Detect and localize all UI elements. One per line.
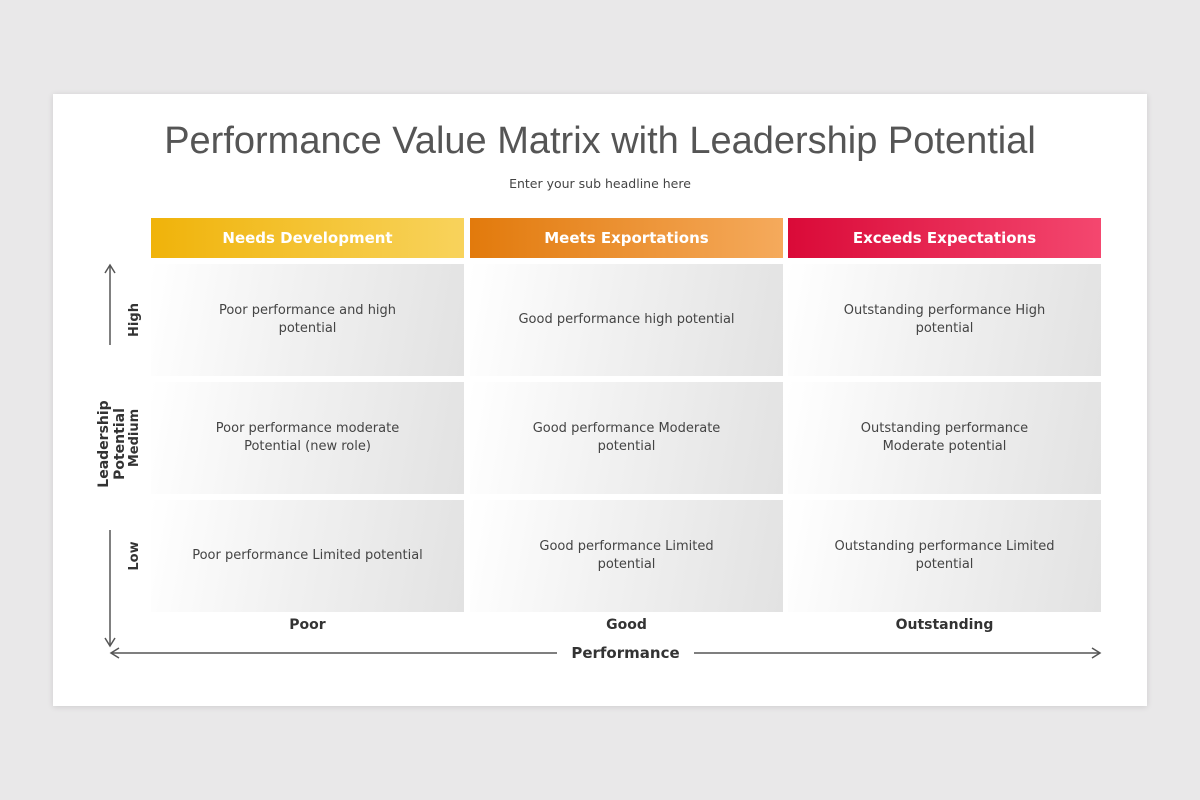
matrix-cell: Poor performance Limited potential (151, 500, 464, 612)
y-axis-title: Leadership Potential (96, 400, 128, 488)
row-label: Low (127, 541, 142, 571)
matrix-cell: Poor performance and high potential (151, 264, 464, 376)
matrix-cell: Outstanding performance High potential (788, 264, 1101, 376)
column-header: Exceeds Expectations (788, 218, 1101, 258)
column-header: Needs Development (151, 218, 464, 258)
matrix-cell: Poor performance moderate Potential (new… (151, 382, 464, 494)
matrix-cell: Outstanding performance Limited potentia… (788, 500, 1101, 612)
x-label: Poor (289, 617, 326, 633)
x-axis-title: Performance (571, 644, 680, 662)
matrix-cell: Good performance Limited potential (470, 500, 783, 612)
row-label: High (127, 303, 142, 337)
subtitle: Enter your sub headline here (509, 176, 691, 191)
matrix-cell: Good performance high potential (470, 264, 783, 376)
x-label: Good (606, 617, 647, 633)
x-label: Outstanding (895, 617, 994, 633)
matrix-cell: Good performance Moderate potential (470, 382, 783, 494)
title: Performance Value Matrix with Leadership… (164, 120, 1036, 162)
column-header: Meets Exportations (470, 218, 783, 258)
matrix-cell: Outstanding performance Moderate potenti… (788, 382, 1101, 494)
row-label: Medium (127, 408, 142, 468)
